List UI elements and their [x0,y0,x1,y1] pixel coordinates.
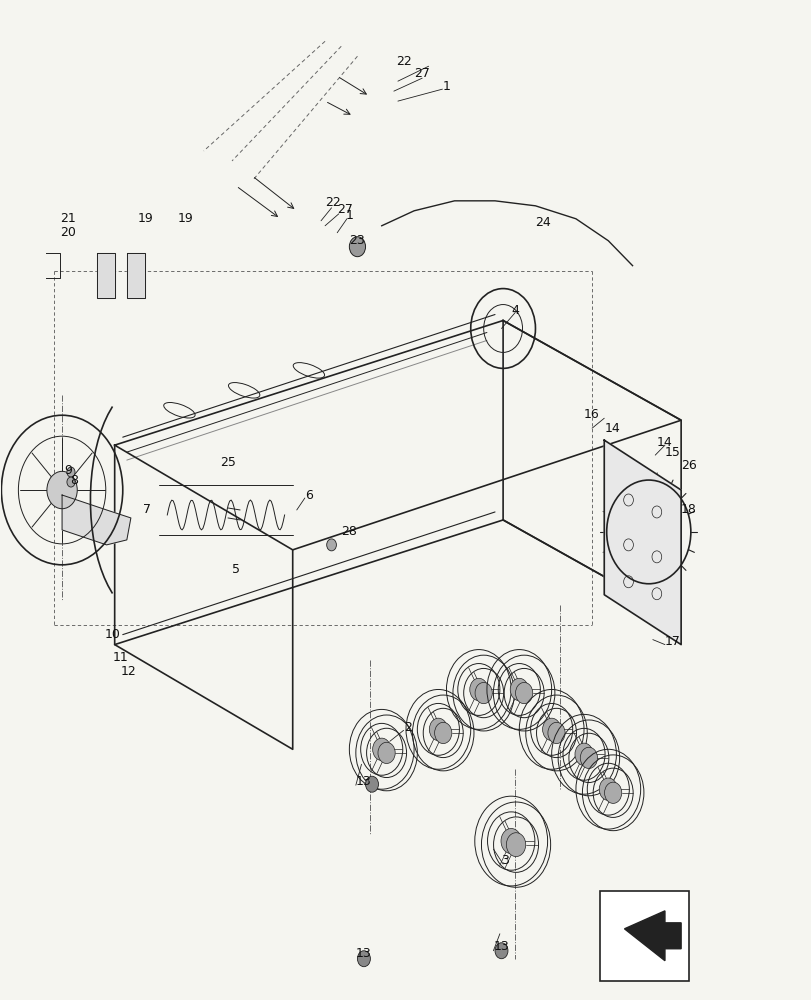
Text: 3: 3 [501,854,508,867]
Polygon shape [127,253,144,298]
Text: 7: 7 [143,503,151,516]
Text: 14: 14 [603,422,620,435]
Circle shape [377,742,395,764]
Circle shape [357,951,370,967]
Circle shape [574,743,592,765]
Circle shape [506,833,525,857]
Text: 28: 28 [341,525,357,538]
Text: 1: 1 [442,80,450,93]
Text: 6: 6 [304,489,312,502]
Circle shape [470,678,487,701]
Polygon shape [62,495,131,545]
Text: 26: 26 [680,459,696,472]
Circle shape [599,778,616,800]
Circle shape [429,718,447,741]
Text: 13: 13 [493,940,508,953]
Circle shape [349,237,365,257]
Text: 22: 22 [324,196,341,209]
Text: 10: 10 [105,628,121,641]
Text: 27: 27 [337,203,353,216]
Text: 5: 5 [232,563,240,576]
Text: 13: 13 [355,947,371,960]
Text: 16: 16 [583,408,599,421]
Circle shape [604,782,621,803]
Text: 11: 11 [113,651,129,664]
Text: 15: 15 [664,446,680,459]
Text: 2: 2 [404,721,412,734]
Text: 21: 21 [59,212,75,225]
Circle shape [500,828,521,854]
Circle shape [580,747,597,768]
Circle shape [326,539,336,551]
Text: 22: 22 [396,55,411,68]
Text: 25: 25 [220,456,235,469]
Circle shape [47,471,77,509]
Text: 14: 14 [656,436,672,449]
Circle shape [509,678,528,701]
Text: 1: 1 [345,209,353,222]
Text: 19: 19 [178,212,193,225]
Text: 24: 24 [534,216,551,229]
Circle shape [67,467,75,477]
Text: 20: 20 [59,226,75,239]
Circle shape [547,722,564,744]
Text: 8: 8 [70,474,78,487]
Text: 17: 17 [664,635,680,648]
Text: 23: 23 [349,234,365,247]
Polygon shape [603,440,680,645]
Circle shape [474,682,491,704]
Text: 18: 18 [680,503,696,516]
Bar [599,891,689,981]
Circle shape [434,722,451,744]
Circle shape [372,738,390,760]
Text: 19: 19 [137,212,153,225]
Polygon shape [97,253,114,298]
Text: 13: 13 [355,775,371,788]
Text: 9: 9 [64,464,72,477]
Circle shape [365,776,378,792]
Circle shape [515,682,532,704]
Circle shape [495,943,508,959]
Circle shape [67,477,75,487]
Polygon shape [624,911,680,961]
Text: 27: 27 [414,67,430,80]
Circle shape [542,718,560,741]
Text: 12: 12 [121,665,137,678]
Text: 4: 4 [511,304,518,317]
